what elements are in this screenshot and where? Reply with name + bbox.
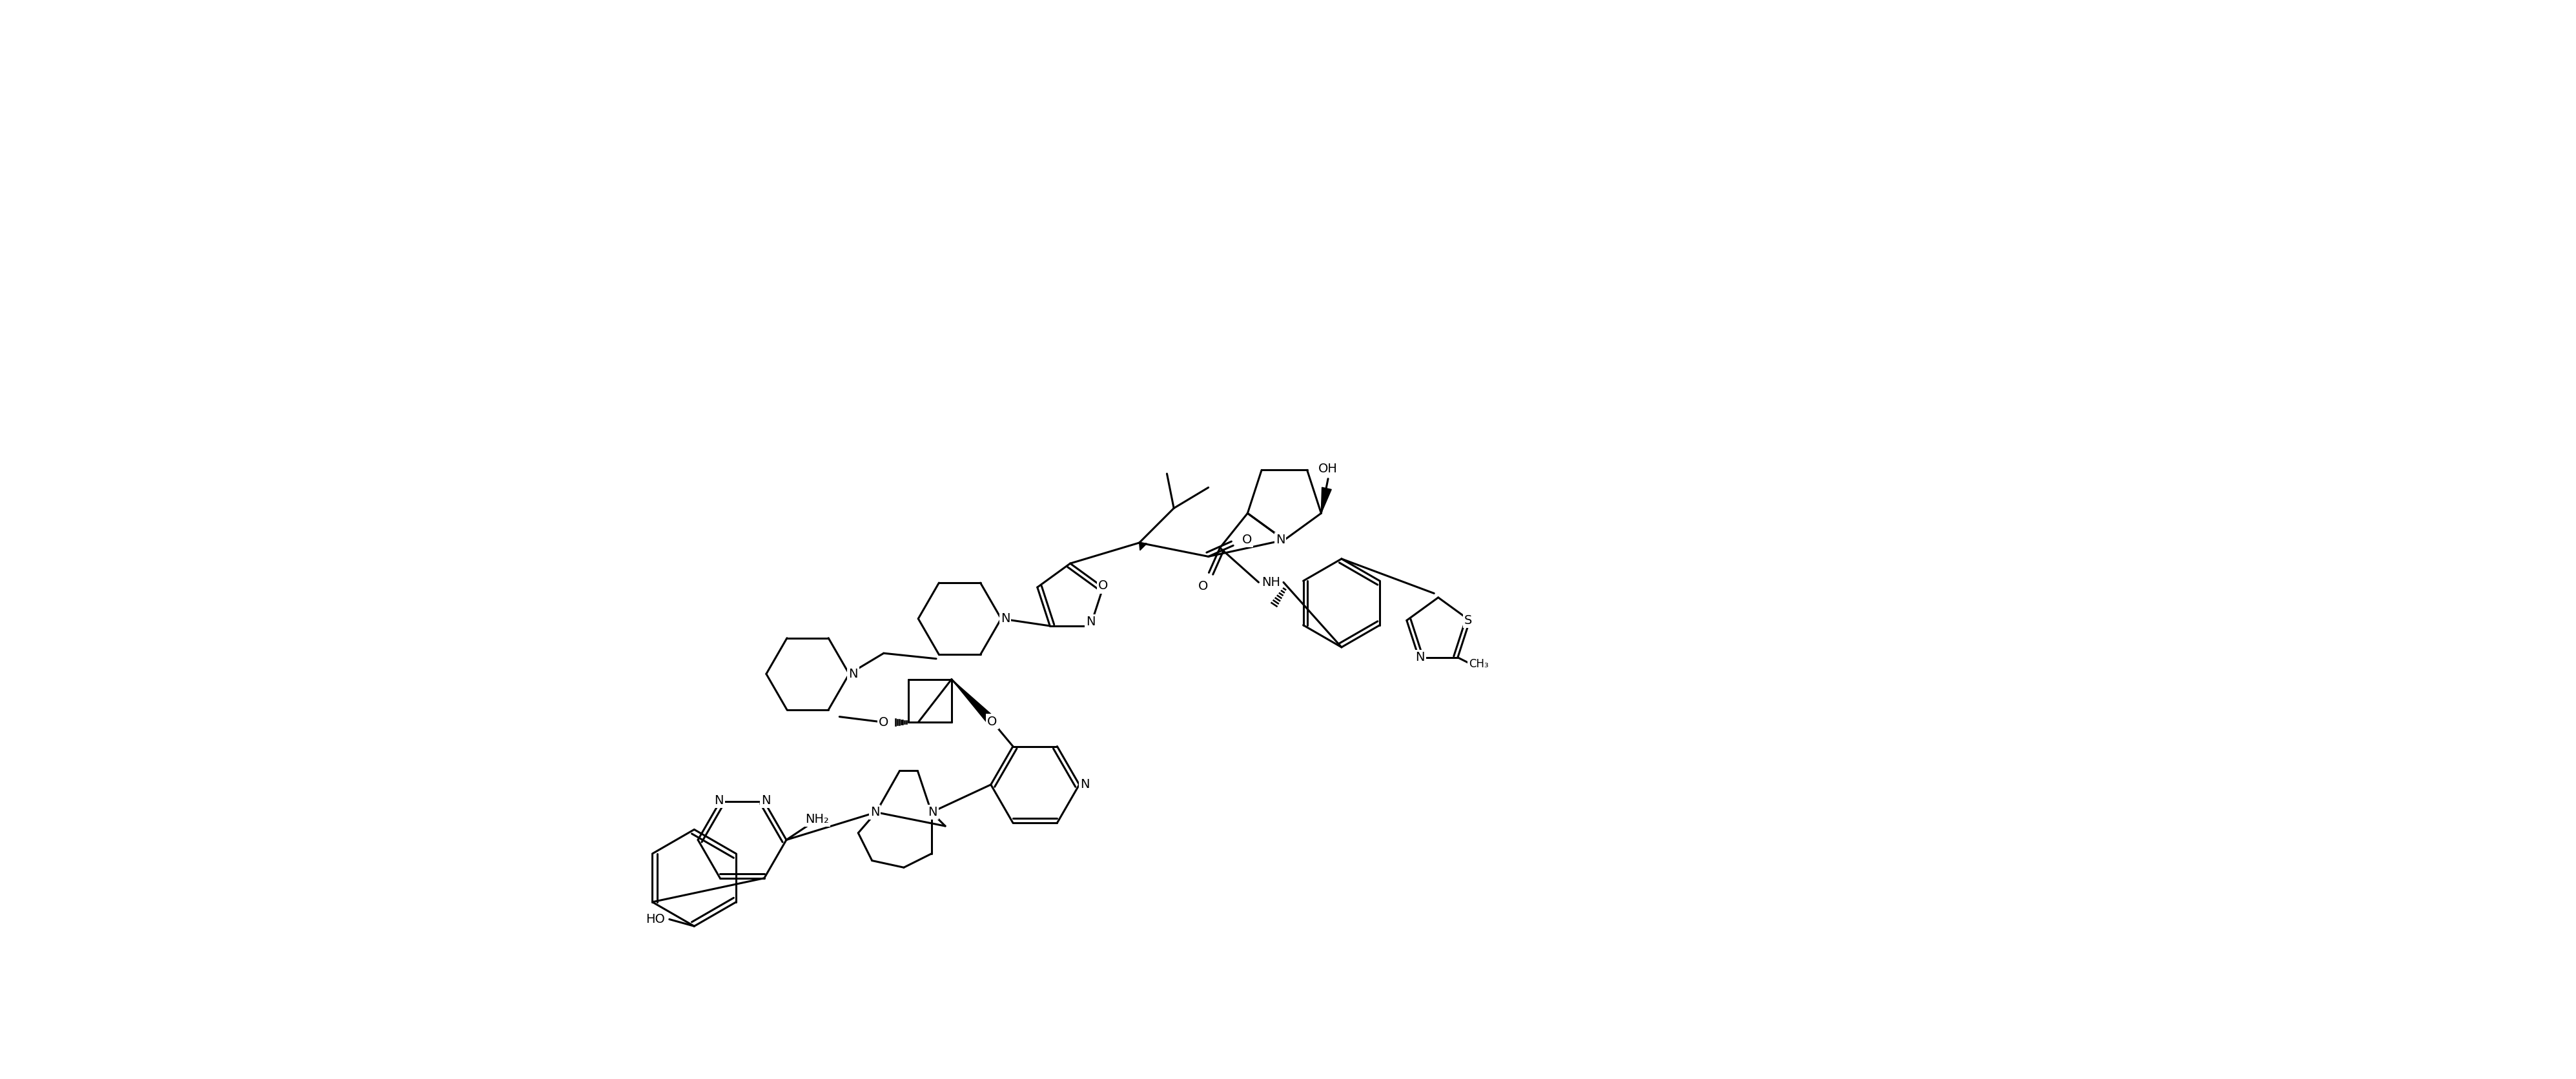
Text: O: O [987, 715, 997, 727]
Text: N: N [760, 794, 770, 806]
Text: OH: OH [1319, 463, 1337, 475]
Text: NH: NH [1262, 576, 1280, 588]
Text: N: N [848, 668, 858, 680]
Text: N: N [1079, 779, 1090, 791]
Text: CH₃: CH₃ [1468, 658, 1489, 670]
Text: O: O [1097, 579, 1108, 592]
Text: N: N [1414, 652, 1425, 664]
Text: N: N [999, 613, 1010, 625]
Text: HO: HO [647, 913, 665, 926]
Text: N: N [1275, 534, 1285, 546]
Polygon shape [1139, 543, 1146, 550]
Text: N: N [871, 806, 878, 818]
Text: O: O [1242, 534, 1252, 546]
Text: N: N [1084, 616, 1095, 628]
Text: O: O [878, 716, 889, 728]
Text: S: S [1463, 614, 1471, 627]
Text: N: N [714, 794, 724, 806]
Text: O: O [1198, 581, 1208, 592]
Polygon shape [951, 680, 994, 725]
Polygon shape [1321, 488, 1332, 514]
Text: N: N [927, 806, 938, 818]
Text: NH₂: NH₂ [804, 814, 829, 825]
